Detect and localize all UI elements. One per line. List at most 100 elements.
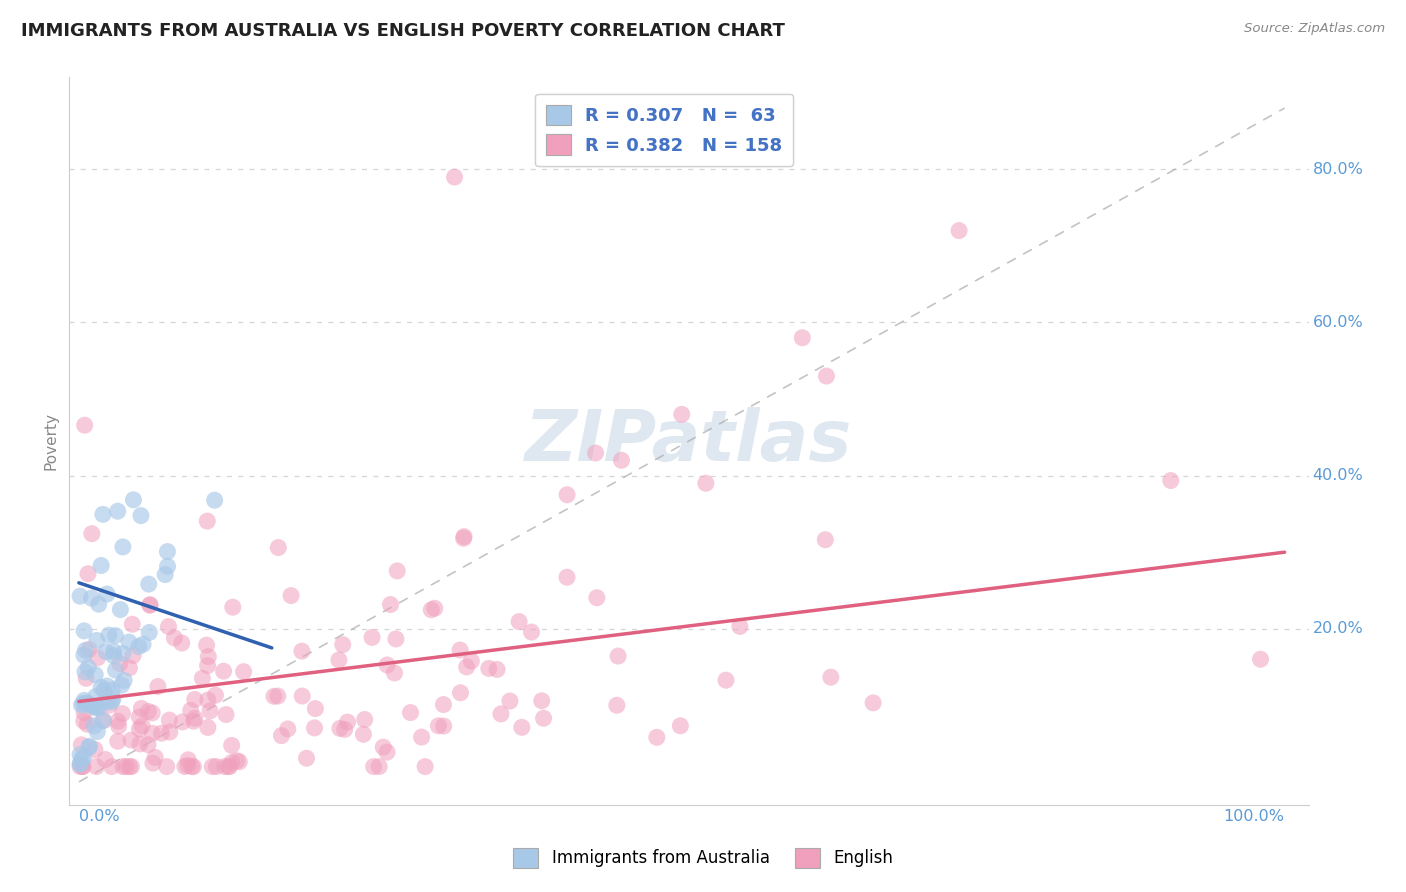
Point (73, 648, 96, 663)
Point (87, 597, 110, 611)
Point (104, 629, 127, 643)
Point (508, 615, 530, 629)
Point (295, 751, 318, 765)
Point (157, 713, 180, 727)
Point (375, 745, 398, 759)
Point (128, 722, 150, 736)
Point (585, 446, 607, 460)
Point (84, 742, 107, 756)
Point (103, 644, 125, 658)
Point (73, 418, 96, 433)
Point (489, 706, 512, 721)
Point (443, 170, 465, 185)
Point (86, 724, 108, 739)
Point (217, 759, 239, 773)
Point (669, 719, 692, 733)
Point (69, 747, 91, 762)
Point (132, 637, 155, 651)
Point (141, 726, 163, 740)
Point (76, 717, 98, 731)
Point (478, 661, 501, 675)
Point (121, 617, 143, 632)
Point (84, 700, 107, 714)
Point (96, 679, 118, 693)
Point (129, 508, 152, 523)
Point (714, 673, 737, 688)
Point (352, 727, 374, 741)
Point (94, 752, 117, 766)
Point (456, 660, 478, 674)
Point (201, 759, 224, 773)
Point (110, 678, 132, 692)
Point (555, 488, 578, 502)
Point (222, 600, 245, 615)
Point (111, 540, 134, 554)
Point (291, 689, 314, 703)
Point (69, 759, 91, 773)
Point (103, 648, 125, 663)
Point (122, 492, 145, 507)
Point (263, 690, 285, 704)
Point (98, 698, 121, 712)
Point (172, 714, 194, 729)
Point (150, 726, 173, 740)
Point (363, 759, 385, 773)
Point (333, 723, 356, 737)
Point (215, 707, 238, 722)
Point (69, 756, 91, 771)
Point (75, 671, 97, 685)
Point (432, 698, 454, 712)
Point (198, 704, 221, 718)
Point (156, 559, 179, 574)
Point (72, 759, 94, 773)
Text: 60.0%: 60.0% (1312, 315, 1364, 330)
Point (128, 640, 150, 654)
Point (399, 706, 422, 720)
Point (328, 653, 350, 667)
Point (427, 719, 450, 733)
Point (267, 689, 290, 703)
Point (139, 598, 162, 612)
Point (73, 665, 96, 679)
Point (101, 759, 124, 773)
Point (121, 759, 143, 773)
Point (72, 697, 94, 711)
Point (304, 701, 326, 715)
Point (80, 591, 103, 605)
Point (820, 670, 842, 684)
Point (70, 738, 93, 752)
Point (91, 714, 114, 728)
Legend: Immigrants from Australia, English: Immigrants from Australia, English (506, 841, 900, 875)
Point (453, 531, 475, 545)
Point (645, 731, 668, 745)
Text: 40.0%: 40.0% (1312, 468, 1364, 483)
Point (450, 686, 472, 700)
Point (385, 632, 408, 646)
Point (80, 526, 103, 541)
Point (139, 598, 162, 612)
Point (449, 643, 471, 657)
Point (138, 577, 160, 591)
Point (101, 683, 124, 698)
Point (815, 369, 838, 384)
Text: 80.0%: 80.0% (1312, 161, 1364, 177)
Point (460, 654, 482, 668)
Point (70, 698, 93, 713)
Point (380, 598, 402, 612)
Point (77, 642, 100, 657)
Point (197, 658, 219, 673)
Point (90, 558, 112, 573)
Text: 0.0%: 0.0% (79, 809, 120, 823)
Point (221, 739, 243, 753)
Point (107, 734, 129, 748)
Point (270, 729, 292, 743)
Point (76, 696, 98, 710)
Point (195, 638, 218, 652)
Point (180, 703, 202, 717)
Point (180, 759, 202, 773)
Point (73, 750, 96, 764)
Point (142, 756, 165, 771)
Point (329, 722, 352, 736)
Point (77, 740, 100, 755)
Point (197, 649, 219, 664)
